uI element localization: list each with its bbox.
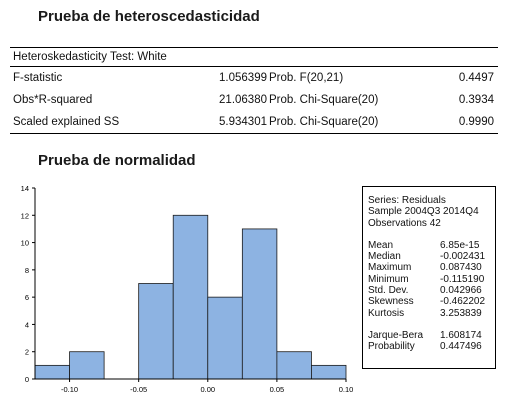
row-test: Prob. Chi-Square(20)	[269, 94, 379, 106]
row-test: Prob. F(20,21)	[269, 72, 344, 84]
histogram-bar	[172, 214, 209, 380]
histogram-bar	[138, 283, 174, 380]
stat-name: Kurtosis	[368, 307, 405, 319]
stat-value: 0.087430	[440, 262, 482, 274]
stats-series: Series: Residuals	[368, 195, 446, 206]
x-tick-label: -0.05	[130, 385, 147, 394]
descriptive-stats-box: Series: Residuals Sample 2004Q3 2014Q4 O…	[362, 186, 496, 369]
stats-sample: Sample 2004Q3 2014Q4	[368, 206, 479, 218]
y-tick-label: 10	[21, 239, 29, 248]
histogram-axes: 0 2 4 6 8 10 12 14 -0.10 -0.05 0.00 0.05 0.10	[21, 184, 354, 394]
y-tick-label: 8	[25, 266, 29, 275]
histogram-bar	[241, 228, 278, 380]
stat-name: Median	[368, 251, 401, 263]
stat-name: Maximum	[368, 262, 412, 274]
table-row: Scaled explained SS 5.934301 Prob. Chi-S…	[10, 111, 498, 134]
residuals-histogram: 0 2 4 6 8 10 12 14 -0.10 -0.05 0.00 0.05 0.10	[21, 184, 354, 394]
stats-row: Probability 0.447496	[368, 341, 495, 352]
stat-value: 1.608174	[440, 329, 482, 341]
row-value: 1.056399	[219, 72, 267, 84]
normality-title: Prueba de normalidad	[38, 152, 196, 169]
x-tick-label: 0.05	[270, 385, 285, 394]
x-tick-label: 0.00	[200, 385, 215, 394]
stats-row: Median -0.002431	[368, 251, 495, 262]
stat-value: -0.002431	[440, 251, 486, 263]
histogram-bar	[69, 351, 105, 380]
row-label: Obs*R-squared	[13, 94, 93, 106]
row-prob: 0.4497	[458, 72, 494, 84]
white-test-table: Heteroskedasticity Test: White F-statist…	[10, 47, 498, 134]
stats-row: Maximum 0.087430	[368, 262, 495, 273]
stat-name: Probability	[368, 341, 415, 353]
histogram-bars	[34, 214, 347, 380]
y-tick-label: 14	[21, 184, 29, 193]
stat-value: 3.253839	[440, 307, 482, 319]
row-prob: 0.9990	[458, 116, 494, 128]
white-test-caption: Heteroskedasticity Test: White	[10, 47, 498, 67]
histogram-bar	[207, 296, 243, 380]
x-tick-label: 0.10	[339, 385, 354, 394]
stats-row: Skewness -0.462202	[368, 296, 495, 307]
y-tick-label: 2	[25, 348, 29, 357]
row-test: Prob. Chi-Square(20)	[269, 116, 379, 128]
y-tick-label: 12	[21, 211, 29, 220]
stat-value: 0.042966	[440, 285, 482, 297]
stat-name: Jarque-Bera	[368, 329, 424, 341]
table-row: Obs*R-squared 21.06380 Prob. Chi-Square(…	[10, 89, 498, 111]
y-tick-label: 0	[25, 375, 29, 384]
row-label: F-statistic	[13, 72, 63, 84]
y-tick-label: 6	[25, 293, 29, 302]
histogram-bar	[311, 364, 347, 380]
stats-row: Jarque-Bera 1.608174	[368, 330, 495, 341]
stat-name: Mean	[368, 239, 394, 251]
stats-row: Minimum -0.115190	[368, 274, 495, 285]
row-value: 21.06380	[219, 94, 267, 106]
heteroscedasticity-title: Prueba de heteroscedasticidad	[38, 8, 260, 25]
stats-row: Std. Dev. 0.042966	[368, 285, 495, 296]
stat-value: 6.85e-15	[440, 239, 480, 251]
stat-value: 0.447496	[440, 341, 482, 353]
row-label: Scaled explained SS	[13, 116, 120, 128]
stat-name: Std. Dev.	[368, 285, 409, 297]
x-tick-label: -0.10	[61, 385, 78, 394]
table-row: F-statistic 1.056399 Prob. F(20,21) 0.44…	[10, 67, 498, 89]
stats-row: Mean 6.85e-15	[368, 240, 495, 251]
y-tick-label: 4	[25, 320, 29, 329]
stat-value: -0.462202	[440, 296, 486, 308]
stat-value: -0.115190	[440, 273, 485, 285]
histogram-bar	[276, 351, 312, 380]
stats-observations: Observations 42	[368, 217, 441, 229]
histogram-bar	[34, 364, 70, 380]
stat-name: Skewness	[368, 296, 414, 308]
row-prob: 0.3934	[458, 94, 494, 106]
row-value: 5.934301	[219, 116, 267, 128]
stat-name: Minimum	[368, 273, 409, 285]
stats-row: Kurtosis 3.253839	[368, 308, 495, 319]
